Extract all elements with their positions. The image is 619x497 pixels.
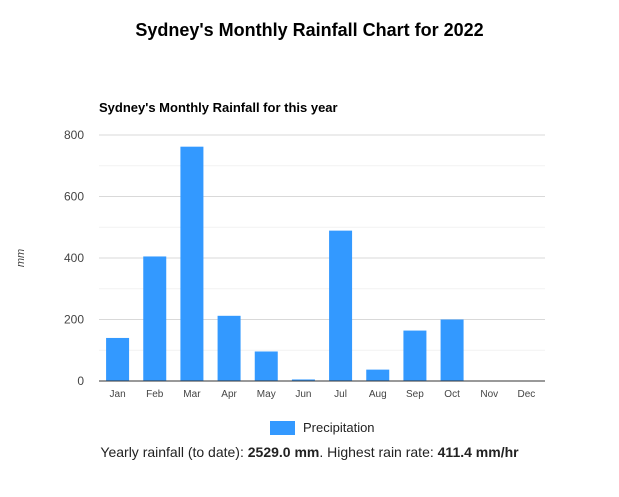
chart-title: Sydney's Monthly Rainfall for this year [99, 100, 338, 115]
x-tick-label: Mar [183, 389, 201, 400]
x-tick-label: Nov [480, 389, 498, 400]
y-tick-label: 800 [64, 128, 84, 142]
rain-rate-label: . Highest rain rate: [319, 444, 438, 460]
yearly-rainfall-value: 2529.0 mm [247, 444, 320, 460]
x-tick-label: Jun [295, 389, 311, 400]
y-tick-label: 0 [77, 374, 84, 388]
bar-apr [217, 315, 241, 381]
bar-aug [366, 369, 390, 381]
bar-sep [403, 330, 427, 381]
legend-swatch [270, 420, 295, 435]
x-tick-label: Apr [221, 389, 237, 400]
y-tick-label: 200 [64, 313, 84, 327]
rain-rate-value: 411.4 mm/hr [437, 444, 519, 460]
x-tick-label: Oct [444, 389, 460, 400]
yearly-rainfall-label: Yearly rainfall (to date): [100, 444, 248, 460]
bar-oct [440, 319, 464, 381]
y-tick-label: 600 [64, 190, 84, 204]
x-tick-label: Aug [369, 389, 387, 400]
legend[interactable]: Precipitation [270, 420, 375, 435]
x-tick-label: Dec [518, 389, 536, 400]
x-tick-label: Jan [110, 389, 126, 400]
bar-jul [329, 230, 353, 381]
page-title: Sydney's Monthly Rainfall Chart for 2022 [135, 20, 484, 40]
bar-feb [143, 256, 167, 381]
x-tick-label: Sep [406, 389, 424, 400]
bar-jun [291, 379, 315, 381]
rainfall-summary: Yearly rainfall (to date): 2529.0 mm. Hi… [0, 444, 619, 460]
legend-label: Precipitation [303, 420, 375, 435]
x-tick-label: Feb [146, 389, 164, 400]
bar-mar [180, 146, 204, 381]
y-axis-label: mm [15, 249, 27, 267]
bar-may [254, 351, 278, 381]
x-tick-label: Jul [334, 389, 347, 400]
rainfall-chart: Sydney's Monthly Rainfall for this year 0… [15, 100, 545, 400]
y-tick-label: 400 [64, 251, 84, 265]
x-tick-label: May [257, 389, 276, 400]
bar-jan [106, 337, 130, 381]
